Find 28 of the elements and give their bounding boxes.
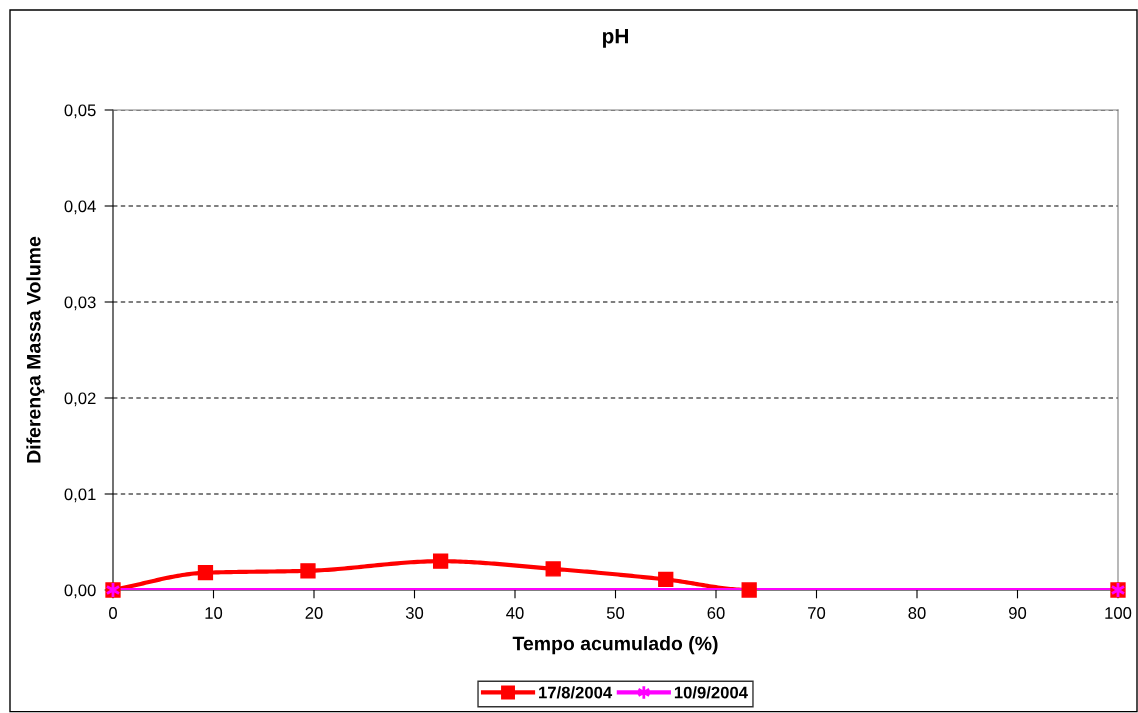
y-tick-label: 0,05 <box>64 104 96 119</box>
x-tick-label: 10 <box>205 607 223 619</box>
y-tick-label: 0,00 <box>64 584 96 599</box>
x-tick-label: 30 <box>405 607 424 619</box>
x-tick-label: 50 <box>606 607 625 619</box>
y-tick-label: 0,04 <box>64 200 96 215</box>
x-tick-label: 100 <box>1105 607 1132 619</box>
legend-label: 17/8/2004 <box>539 686 613 699</box>
y-tick-label: 0,01 <box>64 488 96 503</box>
point <box>197 565 214 581</box>
legend-label: 10/9/2004 <box>674 686 748 699</box>
point <box>741 582 757 598</box>
point <box>300 563 316 579</box>
point <box>545 561 561 577</box>
x-tick-label: 0 <box>109 607 117 619</box>
y-tick-label: 0,03 <box>64 296 96 311</box>
x-axis-title: Tempo acumulado (%) <box>512 636 718 655</box>
x-tick-label: 60 <box>707 607 725 619</box>
point <box>658 571 674 588</box>
chart-title: pH <box>602 29 628 48</box>
x-tick-label: 70 <box>808 607 826 619</box>
x-tick-label: 90 <box>1009 607 1027 619</box>
point <box>432 553 449 569</box>
x-tick-label: 40 <box>506 607 524 619</box>
y-tick-label: 0,02 <box>64 392 96 407</box>
x-tick-label: 80 <box>908 607 926 619</box>
y-axis-title: Diferença Massa Volume <box>26 236 45 463</box>
x-tick-label: 20 <box>305 607 323 619</box>
